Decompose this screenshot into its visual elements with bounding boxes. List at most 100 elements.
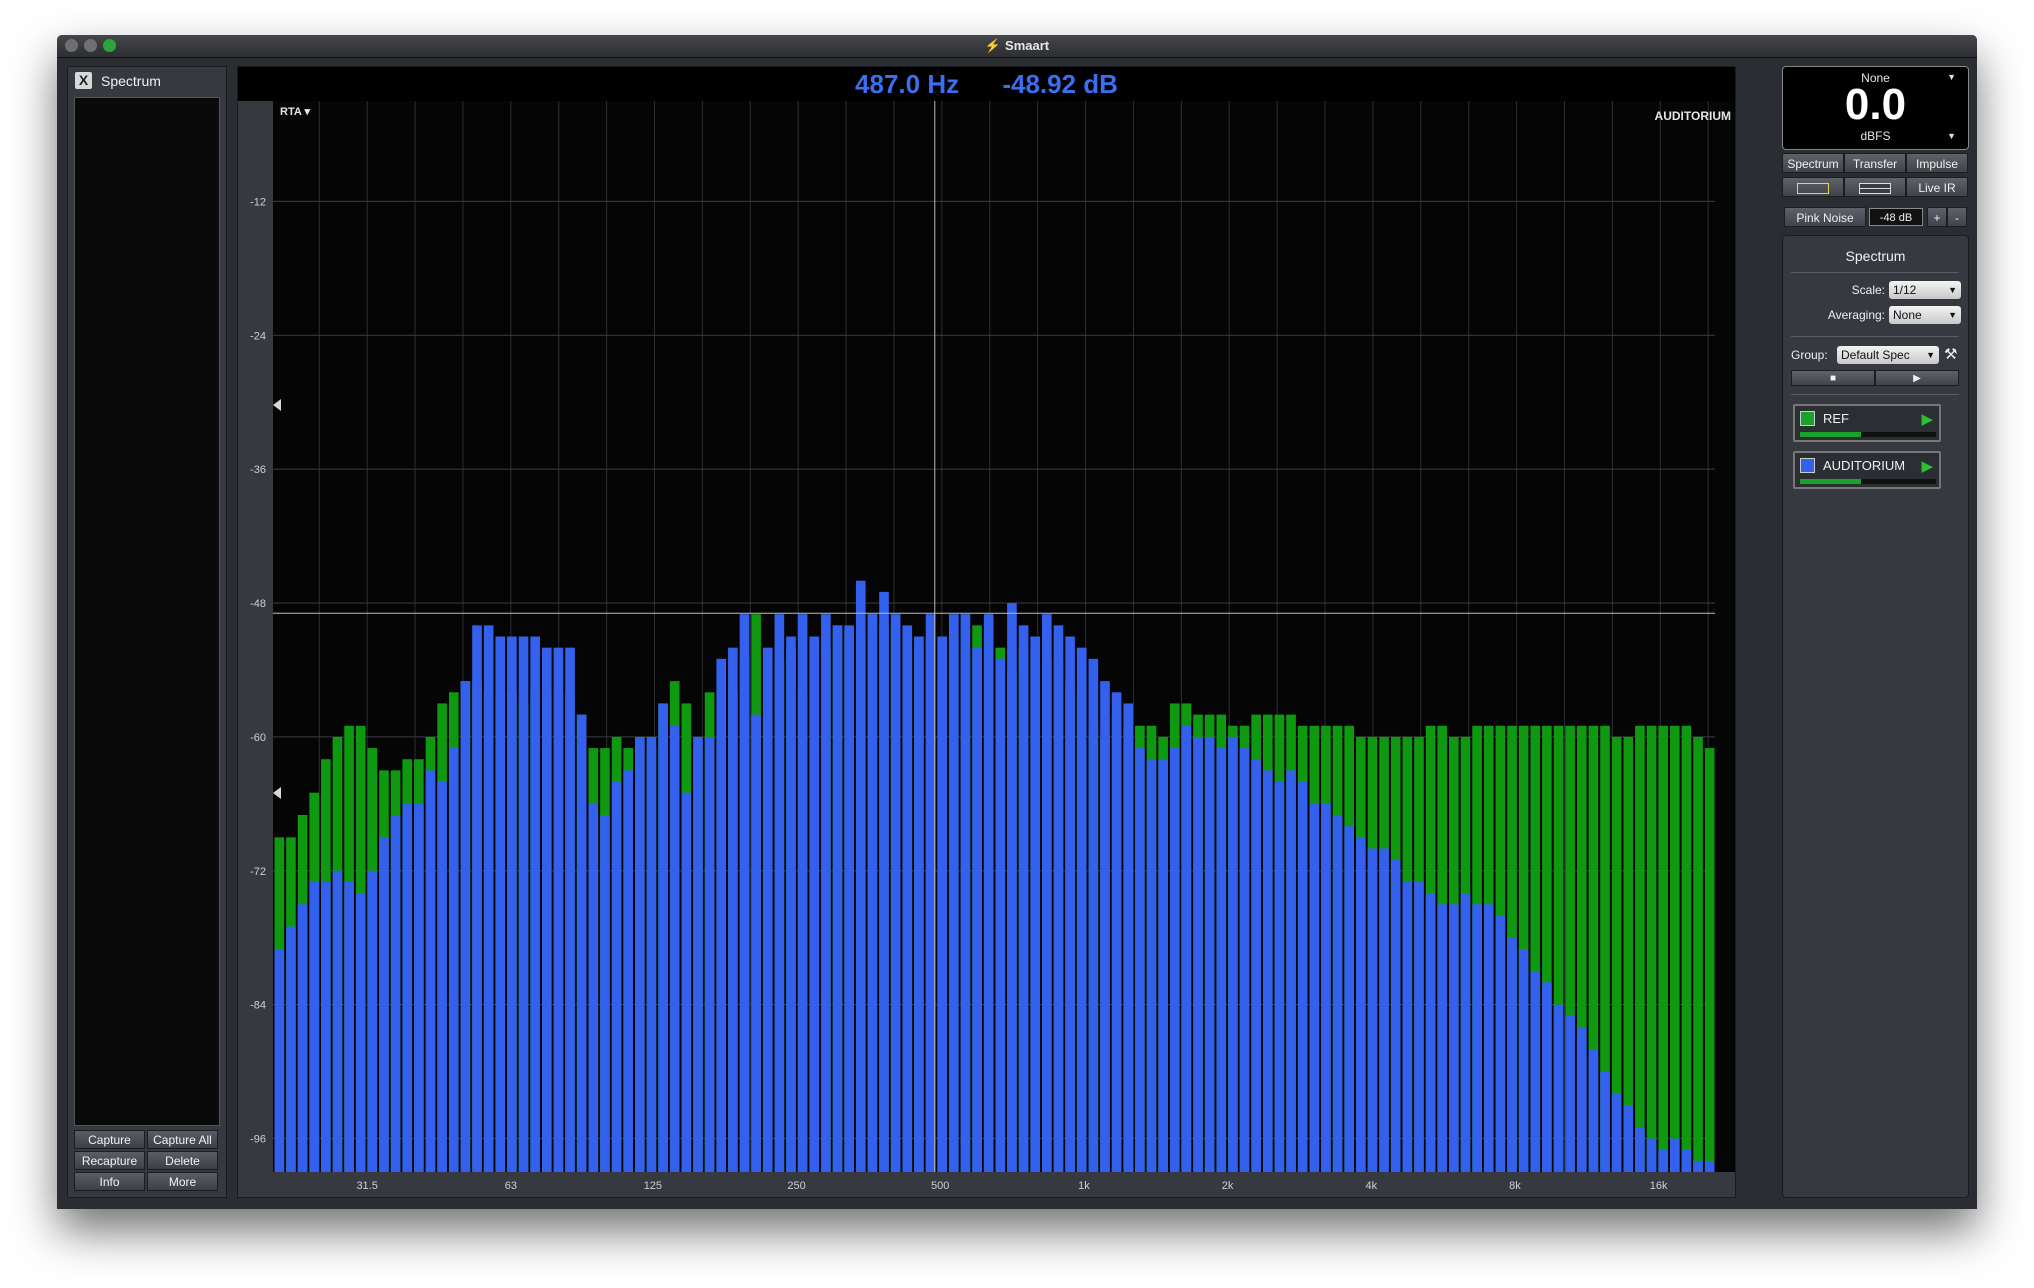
group-select[interactable]: Default Spec ▼: [1837, 346, 1939, 364]
auditorium-bar: [1146, 759, 1157, 1172]
scale-label: Scale:: [1851, 283, 1885, 297]
delete-button[interactable]: Delete: [147, 1151, 218, 1170]
generator-level-down-button[interactable]: -: [1947, 207, 1967, 227]
auditorium-bar: [1204, 736, 1215, 1172]
chevron-down-icon: ▼: [1948, 285, 1957, 295]
auditorium-bar: [1402, 881, 1413, 1172]
recapture-button[interactable]: Recapture: [74, 1151, 145, 1170]
close-data-bar-button[interactable]: X: [75, 72, 92, 89]
capture-all-button[interactable]: Capture All: [147, 1130, 218, 1149]
scale-value: 1/12: [1893, 283, 1917, 297]
auditorium-bar: [1042, 614, 1052, 1172]
tools-icon[interactable]: ⚒: [1944, 346, 1958, 363]
y-tick-label: -96: [250, 1134, 266, 1146]
y-tick-label: -48: [250, 598, 266, 610]
ref-bar: [1693, 736, 1703, 1172]
auditorium-bar: [1297, 781, 1308, 1172]
auditorium-bar: [1449, 904, 1459, 1172]
auditorium-bar: [565, 647, 575, 1172]
group-label: Group:: [1791, 348, 1828, 362]
averaging-select[interactable]: None ▼: [1889, 306, 1961, 324]
auditorium-play-icon[interactable]: ▶: [1921, 458, 1933, 475]
rta-plot[interactable]: -12 -24 -36 -48 -60 -72 -84 -96 31.5 63 125 250 500…: [238, 101, 1735, 1197]
window-title: ⚡ Smaart: [984, 38, 1050, 53]
ref-bar: [1704, 748, 1715, 1172]
auditorium-bar: [1437, 904, 1448, 1172]
plot-bars: [274, 580, 1715, 1172]
zoom-window-button[interactable]: [103, 39, 116, 52]
auditorium-bar: [1100, 681, 1110, 1172]
lower-threshold-handle[interactable]: [273, 787, 281, 799]
measurement-ref[interactable]: REF ▶: [1793, 404, 1941, 442]
auditorium-bar: [1658, 1149, 1668, 1172]
ref-bar: [1658, 725, 1668, 1172]
auditorium-bar: [762, 647, 773, 1172]
dual-plot-layout-button[interactable]: [1844, 177, 1906, 197]
auditorium-bar: [786, 636, 796, 1172]
cursor-level: -48.92 dB: [1002, 69, 1118, 99]
ref-color-swatch[interactable]: [1800, 411, 1815, 426]
auditorium-bar: [344, 881, 354, 1172]
minimize-window-button[interactable]: [84, 39, 97, 52]
single-plot-icon: [1797, 183, 1829, 195]
start-all-button[interactable]: ▶: [1875, 370, 1959, 386]
auditorium-bar: [1507, 937, 1517, 1172]
auditorium-color-swatch[interactable]: [1800, 458, 1815, 473]
upper-threshold-handle[interactable]: [273, 399, 281, 411]
auditorium-bar: [530, 636, 540, 1172]
auditorium-bar: [379, 837, 389, 1172]
auditorium-bar: [541, 647, 552, 1172]
capture-button[interactable]: Capture: [74, 1130, 145, 1149]
auditorium-bar: [1588, 1049, 1599, 1172]
auditorium-bar: [553, 647, 564, 1172]
tab-transfer[interactable]: Transfer: [1844, 153, 1906, 173]
meter-unit-dropdown-icon[interactable]: ▼: [1947, 131, 1956, 141]
ref-bar: [1681, 725, 1692, 1172]
auditorium-bar: [309, 881, 320, 1172]
ref-play-icon[interactable]: ▶: [1921, 411, 1933, 428]
cursor-readout: 487.0 Hz -48.92 dB: [238, 67, 1735, 101]
more-button[interactable]: More: [147, 1172, 218, 1191]
scale-select[interactable]: 1/12 ▼: [1889, 281, 1961, 299]
meter-source-dropdown-icon[interactable]: ▼: [1947, 72, 1956, 82]
ref-bar: [1542, 725, 1552, 1172]
auditorium-bar: [1704, 1160, 1715, 1172]
meter-unit: dBFS: [1860, 129, 1891, 143]
x-tick-label: 250: [787, 1180, 805, 1192]
info-button[interactable]: Info: [74, 1172, 145, 1191]
close-window-button[interactable]: [65, 39, 78, 52]
auditorium-bar: [948, 614, 959, 1172]
auditorium-bar: [600, 815, 610, 1172]
pink-noise-button[interactable]: Pink Noise: [1784, 207, 1866, 227]
ref-bar: [1600, 725, 1610, 1172]
auditorium-bar: [1344, 826, 1354, 1172]
auditorium-bar: [1542, 982, 1552, 1172]
live-ir-button[interactable]: Live IR: [1906, 177, 1968, 197]
auditorium-bar: [274, 948, 285, 1172]
generator-level-up-button[interactable]: +: [1927, 207, 1947, 227]
ref-level-fill: [1800, 432, 1862, 437]
divider: [1791, 394, 1959, 395]
measurement-auditorium[interactable]: AUDITORIUM ▶: [1793, 451, 1941, 489]
averaging-label: Averaging:: [1827, 308, 1885, 322]
auditorium-bar: [832, 625, 843, 1172]
auditorium-bar: [1239, 748, 1250, 1172]
input-meter[interactable]: None ▼ 0.0 dBFS ▼: [1782, 66, 1969, 150]
ref-bar: [1635, 725, 1645, 1172]
tab-spectrum[interactable]: Spectrum: [1782, 153, 1844, 173]
single-plot-layout-button[interactable]: [1782, 177, 1844, 197]
auditorium-bar: [495, 636, 506, 1172]
tab-impulse[interactable]: Impulse: [1906, 153, 1968, 173]
generator-level[interactable]: -48 dB: [1869, 208, 1923, 226]
rta-mode-dropdown[interactable]: RTA ▾: [280, 106, 310, 118]
data-bar-title: Spectrum: [101, 73, 161, 89]
auditorium-bar: [809, 636, 820, 1172]
auditorium-bar: [1088, 658, 1099, 1172]
x-tick-label: 31.5: [356, 1180, 377, 1192]
captured-trace-list[interactable]: [74, 97, 220, 1126]
stop-all-button[interactable]: ■: [1791, 370, 1875, 386]
y-tick-label: -72: [250, 866, 266, 878]
auditorium-bar: [1495, 915, 1506, 1172]
auditorium-bar: [425, 770, 436, 1172]
auditorium-bar: [286, 926, 296, 1172]
